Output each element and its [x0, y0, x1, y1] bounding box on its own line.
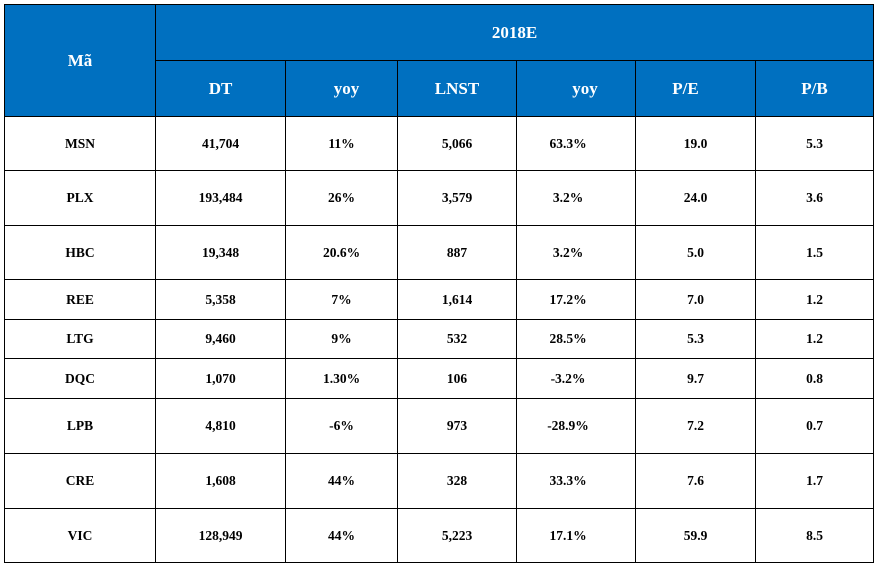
table-row: HBC 19,348 20.6% 887 3.2% 5.0 1.5 — [4, 225, 874, 280]
header-profit-yoy: yoy — [516, 60, 636, 117]
pe-cell: 7.6 — [635, 453, 756, 509]
code-cell: REE — [4, 279, 156, 320]
revenue-yoy-cell: 9% — [285, 319, 398, 359]
profit-yoy-cell: 63.3% — [516, 116, 636, 171]
valuation-table: Mã 2018E DT yoy LNST yoy P/E P/B MSN 41,7… — [4, 4, 874, 563]
profit-yoy-cell: -3.2% — [516, 358, 636, 399]
code-cell: VIC — [4, 508, 156, 563]
revenue-yoy-cell: 1.30% — [285, 358, 398, 399]
revenue-cell: 5,358 — [155, 279, 286, 320]
revenue-yoy-cell: 20.6% — [285, 225, 398, 280]
table-row: REE 5,358 7% 1,614 17.2% 7.0 1.2 — [4, 279, 874, 320]
revenue-cell: 1,608 — [155, 453, 286, 509]
net-profit-cell: 5,223 — [397, 508, 517, 563]
code-cell: CRE — [4, 453, 156, 509]
pe-cell: 5.0 — [635, 225, 756, 280]
pe-cell: 59.9 — [635, 508, 756, 563]
header-pe: P/E — [635, 60, 756, 117]
table-row: CRE 1,608 44% 328 33.3% 7.6 1.7 — [4, 453, 874, 509]
net-profit-cell: 887 — [397, 225, 517, 280]
code-cell: LPB — [4, 398, 156, 454]
pe-cell: 7.2 — [635, 398, 756, 454]
table-row: MSN 41,704 11% 5,066 63.3% 19.0 5.3 — [4, 116, 874, 171]
pb-cell: 5.3 — [755, 116, 874, 171]
revenue-cell: 9,460 — [155, 319, 286, 359]
code-cell: LTG — [4, 319, 156, 359]
header-row-columns: DT yoy LNST yoy P/E P/B — [5, 60, 874, 117]
header-code: Mã — [4, 4, 156, 117]
revenue-cell: 1,070 — [155, 358, 286, 399]
header-period: 2018E — [155, 4, 874, 61]
revenue-cell: 128,949 — [155, 508, 286, 563]
pe-cell: 5.3 — [635, 319, 756, 359]
table-row: VIC 128,949 44% 5,223 17.1% 59.9 8.5 — [4, 508, 874, 563]
profit-yoy-cell: 17.1% — [516, 508, 636, 563]
pb-cell: 1.2 — [755, 319, 874, 359]
profit-yoy-cell: 3.2% — [516, 225, 636, 280]
revenue-yoy-cell: 11% — [285, 116, 398, 171]
revenue-yoy-cell: 44% — [285, 453, 398, 509]
pb-cell: 1.7 — [755, 453, 874, 509]
net-profit-cell: 3,579 — [397, 170, 517, 226]
table-row: LTG 9,460 9% 532 28.5% 5.3 1.2 — [4, 319, 874, 359]
revenue-yoy-cell: 7% — [285, 279, 398, 320]
header-revenue-yoy: yoy — [285, 60, 398, 117]
code-cell: DQC — [4, 358, 156, 399]
profit-yoy-cell: 28.5% — [516, 319, 636, 359]
header-net-profit: LNST — [397, 60, 517, 117]
net-profit-cell: 1,614 — [397, 279, 517, 320]
pb-cell: 0.8 — [755, 358, 874, 399]
table-row: DQC 1,070 1.30% 106 -3.2% 9.7 0.8 — [4, 358, 874, 399]
pb-cell: 1.5 — [755, 225, 874, 280]
table-row: PLX 193,484 26% 3,579 3.2% 24.0 3.6 — [4, 170, 874, 226]
revenue-cell: 193,484 — [155, 170, 286, 226]
net-profit-cell: 5,066 — [397, 116, 517, 171]
profit-yoy-cell: 3.2% — [516, 170, 636, 226]
net-profit-cell: 328 — [397, 453, 517, 509]
header-revenue: DT — [155, 60, 286, 117]
net-profit-cell: 106 — [397, 358, 517, 399]
revenue-cell: 4,810 — [155, 398, 286, 454]
profit-yoy-cell: 17.2% — [516, 279, 636, 320]
profit-yoy-cell: 33.3% — [516, 453, 636, 509]
revenue-cell: 19,348 — [155, 225, 286, 280]
code-cell: HBC — [4, 225, 156, 280]
revenue-yoy-cell: -6% — [285, 398, 398, 454]
code-cell: PLX — [4, 170, 156, 226]
table-header: Mã 2018E DT yoy LNST yoy P/E P/B — [4, 4, 874, 117]
pb-cell: 0.7 — [755, 398, 874, 454]
header-pb: P/B — [755, 60, 874, 117]
revenue-cell: 41,704 — [155, 116, 286, 171]
pe-cell: 24.0 — [635, 170, 756, 226]
revenue-yoy-cell: 26% — [285, 170, 398, 226]
pb-cell: 3.6 — [755, 170, 874, 226]
pb-cell: 8.5 — [755, 508, 874, 563]
pe-cell: 19.0 — [635, 116, 756, 171]
pe-cell: 9.7 — [635, 358, 756, 399]
pe-cell: 7.0 — [635, 279, 756, 320]
header-row-period: Mã 2018E — [4, 4, 874, 117]
net-profit-cell: 532 — [397, 319, 517, 359]
net-profit-cell: 973 — [397, 398, 517, 454]
table-body: MSN 41,704 11% 5,066 63.3% 19.0 5.3 PLX 193,484 2… — [4, 116, 874, 563]
profit-yoy-cell: -28.9% — [516, 398, 636, 454]
table-row: LPB 4,810 -6% 973 -28.9% 7.2 0.7 — [4, 398, 874, 454]
pb-cell: 1.2 — [755, 279, 874, 320]
code-cell: MSN — [4, 116, 156, 171]
revenue-yoy-cell: 44% — [285, 508, 398, 563]
